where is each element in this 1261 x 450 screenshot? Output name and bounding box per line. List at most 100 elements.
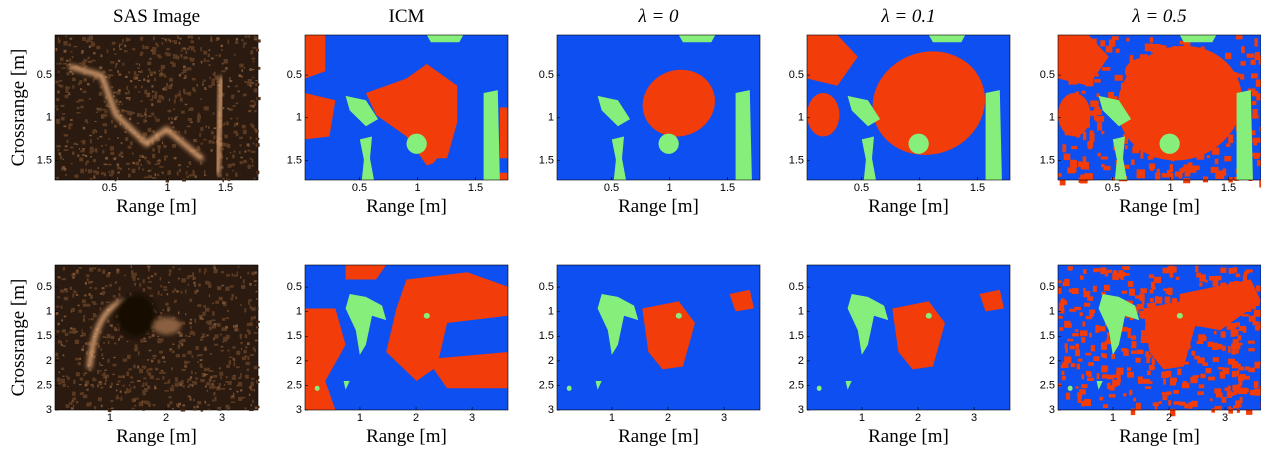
x-axis-label: Range [m] <box>116 196 197 217</box>
speckle <box>1159 45 1163 53</box>
speckle <box>86 402 92 406</box>
speckle <box>1155 296 1163 304</box>
speckle <box>253 128 257 131</box>
speckle <box>246 143 250 147</box>
speckle <box>71 307 75 312</box>
speckle <box>1214 405 1222 411</box>
speckle <box>118 43 123 46</box>
speckle <box>1069 104 1078 114</box>
speckle <box>1149 152 1158 158</box>
speckle <box>256 130 259 132</box>
speckle <box>250 123 253 126</box>
speckle <box>140 100 143 102</box>
speckle <box>72 293 75 298</box>
speckle <box>1170 107 1178 113</box>
speckle <box>145 382 148 386</box>
speckle <box>71 151 75 155</box>
speckle <box>1233 386 1240 393</box>
speckle <box>1191 350 1196 356</box>
speckle <box>1160 350 1164 356</box>
speckle <box>238 74 241 78</box>
speckle <box>148 68 151 72</box>
class-green <box>314 385 320 391</box>
speckle <box>183 56 188 60</box>
speckle <box>104 369 107 371</box>
speckle <box>189 321 192 325</box>
speckle <box>86 160 89 164</box>
speckle <box>84 154 88 157</box>
speckle <box>117 59 121 63</box>
speckle <box>140 85 143 89</box>
class-red <box>426 352 508 389</box>
speckle <box>146 79 150 83</box>
speckle <box>1120 275 1124 280</box>
speckle <box>203 58 206 63</box>
speckle <box>247 82 252 86</box>
speckle <box>1074 132 1078 136</box>
speckle <box>101 287 105 290</box>
speckle <box>208 84 212 88</box>
speckle <box>168 84 173 90</box>
speckle <box>1214 158 1219 165</box>
speckle <box>143 340 146 343</box>
speckle <box>60 341 63 344</box>
speckle <box>73 379 76 384</box>
speckle <box>1162 395 1168 401</box>
speckle <box>56 144 61 148</box>
speckle <box>1238 325 1247 331</box>
speckle <box>1149 37 1154 43</box>
speckle <box>187 361 191 364</box>
speckle <box>1149 298 1154 302</box>
speckle <box>254 101 256 107</box>
speckle <box>1173 103 1182 110</box>
speckle <box>58 371 60 374</box>
speckle <box>240 373 242 378</box>
x-tick-label: 0.5 <box>352 182 367 194</box>
speckle <box>77 154 80 157</box>
speckle <box>71 77 76 82</box>
speckle <box>93 170 97 174</box>
speckle <box>1182 339 1186 347</box>
speckle <box>127 354 131 360</box>
speckle <box>240 303 242 307</box>
speckle <box>113 124 117 128</box>
speckle <box>62 62 67 65</box>
speckle <box>234 41 239 44</box>
speckle <box>190 326 192 330</box>
speckle <box>1217 343 1223 350</box>
speckle <box>1233 405 1239 409</box>
speckle <box>208 326 212 331</box>
speckle <box>239 336 242 340</box>
speckle <box>1136 121 1144 130</box>
speckle <box>82 148 85 150</box>
speckle <box>1064 343 1068 350</box>
speckle <box>1231 371 1237 378</box>
speckle <box>147 385 151 390</box>
speckle <box>115 396 120 400</box>
speckle <box>141 400 144 404</box>
class-red <box>305 35 326 79</box>
speckle <box>65 86 68 91</box>
speckle <box>218 54 222 57</box>
speckle <box>232 170 234 172</box>
speckle <box>119 122 121 126</box>
speckle <box>125 38 131 42</box>
speckle <box>1172 45 1177 55</box>
speckle <box>178 41 181 45</box>
speckle <box>110 174 114 177</box>
speckle <box>200 127 204 131</box>
speckle <box>1109 385 1115 391</box>
speckle <box>237 266 240 268</box>
speckle <box>1130 335 1137 340</box>
speckle <box>251 68 255 71</box>
y-tick-label: 3 <box>548 404 554 416</box>
speckle <box>100 404 103 407</box>
speckle <box>56 121 60 124</box>
speckle <box>167 52 171 57</box>
speckle <box>1121 95 1129 104</box>
speckle <box>239 333 242 338</box>
speckle <box>102 70 106 73</box>
speckle <box>1126 37 1130 42</box>
speckle <box>100 364 103 366</box>
speckle <box>61 112 66 115</box>
